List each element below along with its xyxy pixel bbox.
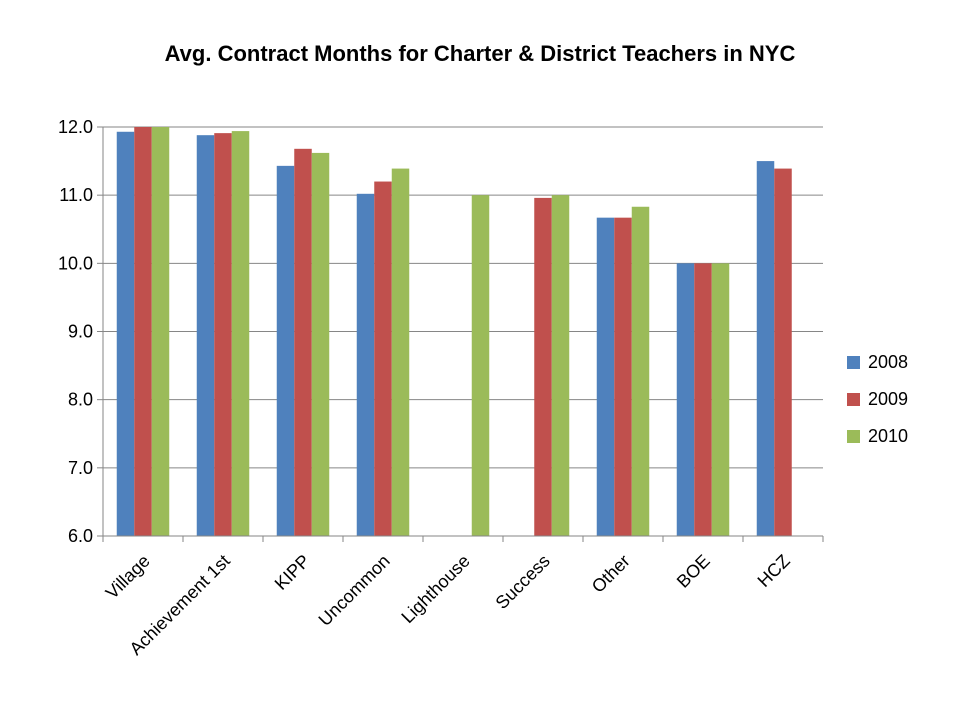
bar-2009-other [614,217,632,536]
x-tick-label: HCZ [754,551,794,591]
y-tick-label: 7.0 [68,458,93,478]
legend-label: 2009 [868,389,908,409]
y-tick-label: 12.0 [58,117,93,137]
bar-2010-uncommon [391,168,410,536]
bar-2010-success [551,195,570,536]
bar-2009-village [134,127,152,536]
legend-swatch [847,430,860,443]
bar-2008-hcz [756,161,775,537]
bar-2010-other [631,206,650,536]
x-tick-label: Lighthouse [397,551,473,627]
bar-2009-hcz [774,168,792,536]
legend-label: 2010 [868,426,908,446]
bar-2010-kipp [311,152,330,537]
bar-2008-uncommon [356,193,375,536]
bar-2010-lighthouse [471,195,490,536]
bars [116,127,792,537]
x-tick-label: Success [492,551,554,613]
bar-2010-boe [711,263,730,536]
bar-2008-other [596,217,615,536]
chart-title: Avg. Contract Months for Charter & Distr… [164,41,796,66]
bar-2009-achievement-1st [214,133,232,536]
x-tick-label: Other [588,551,634,597]
bar-2008-boe [676,263,695,536]
bar-2010-achievement-1st [231,131,250,536]
x-tick-label: KIPP [271,551,314,594]
bar-2008-village [116,131,135,536]
y-tick-label: 9.0 [68,322,93,342]
legend-label: 2008 [868,352,908,372]
axes [97,126,824,542]
x-tick-label: BOE [673,551,714,592]
y-tick-label: 11.0 [59,185,93,205]
bar-2008-kipp [276,165,295,537]
bar-2009-boe [694,263,712,536]
legend: 2008 2009 2010 [847,352,908,446]
bar-2008-achievement-1st [196,135,215,536]
y-tick-label: 6.0 [68,526,93,546]
x-tick-label: Uncommon [315,551,394,630]
bar-2009-uncommon [374,181,392,537]
y-tick-label: 8.0 [68,390,93,410]
y-tick-label: 10.0 [58,253,93,273]
bar-2009-success [534,197,552,537]
legend-swatch [847,356,860,369]
y-tick-labels: 6.0 7.0 8.0 9.0 10.0 11.0 12.0 [58,117,93,546]
bar-2009-kipp [294,148,312,536]
bar-2010-village [151,127,170,536]
legend-swatch [847,393,860,406]
x-tick-label: Village [102,551,154,603]
